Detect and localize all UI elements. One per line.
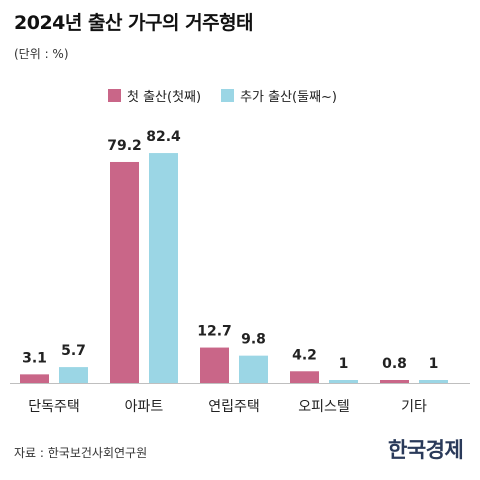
- legend-swatch-additional: [221, 89, 235, 102]
- legend-label-first: 첫 출산(첫째): [127, 90, 202, 105]
- bar-first-4: [380, 380, 409, 383]
- category-label-0: 단독주택: [28, 399, 80, 415]
- bar-first-2: [200, 347, 229, 383]
- bar-first-0: [20, 374, 49, 383]
- category-label-4: 기타: [401, 399, 427, 415]
- data-label-first-0: 3.1: [22, 350, 47, 366]
- legend-item-additional: 추가 출산(둘째~): [221, 86, 337, 105]
- source-note: 자료 : 한국보건사회연구원: [14, 446, 148, 460]
- data-label-additional-4: 1: [429, 356, 439, 372]
- data-label-additional-1: 82.4: [146, 129, 181, 145]
- category-label-3: 오피스텔: [298, 399, 350, 415]
- category-label-2: 연립주택: [208, 399, 260, 415]
- bar-first-3: [290, 371, 319, 383]
- bar-additional-4: [419, 380, 448, 383]
- data-label-additional-3: 1: [339, 356, 349, 372]
- data-label-additional-0: 5.7: [61, 343, 86, 359]
- legend: 첫 출산(첫째) 추가 출산(둘째~): [108, 86, 337, 105]
- legend-item-first: 첫 출산(첫째): [108, 86, 201, 105]
- legend-label-additional: 추가 출산(둘째~): [240, 90, 338, 105]
- chart-title: 2024년 출산 가구의 거주형태: [14, 12, 254, 34]
- category-label-1: 아파트: [125, 399, 164, 415]
- bar-first-1: [110, 161, 139, 383]
- bar-additional-2: [239, 355, 268, 383]
- legend-swatch-first: [108, 89, 121, 102]
- data-label-additional-2: 9.8: [241, 332, 266, 348]
- data-label-first-4: 0.8: [382, 356, 407, 372]
- data-label-first-3: 4.2: [292, 347, 317, 363]
- publisher-logo: 한국경제: [388, 437, 464, 462]
- data-label-first-2: 12.7: [197, 324, 232, 340]
- unit-label: (단위 : %): [14, 47, 69, 61]
- data-label-first-1: 79.2: [107, 138, 142, 154]
- bar-additional-0: [59, 367, 88, 383]
- bar-additional-3: [329, 380, 358, 383]
- bar-additional-1: [149, 153, 178, 383]
